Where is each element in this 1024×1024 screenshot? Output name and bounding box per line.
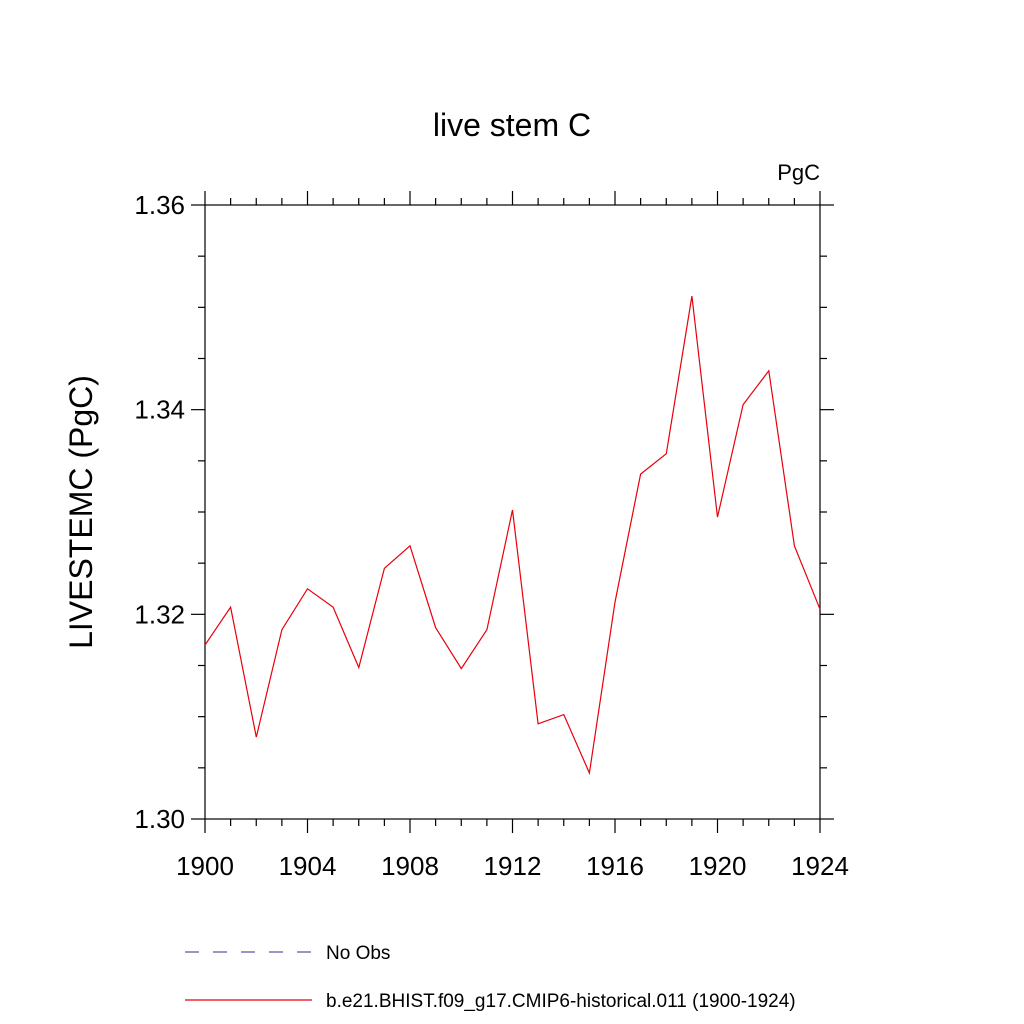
series-line xyxy=(204,296,821,776)
x-tick-label: 1920 xyxy=(689,851,747,881)
y-tick-label: 1.34 xyxy=(134,395,185,425)
y-tick-label: 1.36 xyxy=(134,190,185,220)
y-axis-label: LIVESTEMC (PgC) xyxy=(63,375,99,649)
x-tick-labels: 1900 1904 1908 1912 1916 1920 1924 xyxy=(176,851,849,881)
x-tick-label: 1924 xyxy=(791,851,849,881)
legend-label: b.e21.BHIST.f09_g17.CMIP6-historical.011… xyxy=(326,991,796,1012)
series-layer xyxy=(204,296,821,776)
y-tick-label: 1.30 xyxy=(134,804,185,834)
chart-title: live stem C xyxy=(433,107,591,143)
legend-label: No Obs xyxy=(326,943,390,964)
x-tick-label: 1916 xyxy=(586,851,644,881)
tick-marks xyxy=(191,191,834,833)
legend: No Obs b.e21.BHIST.f09_g17.CMIP6-historic… xyxy=(185,943,796,1012)
units-label: PgC xyxy=(777,160,820,185)
y-tick-labels: 1.30 1.32 1.34 1.36 xyxy=(134,190,185,834)
x-tick-label: 1904 xyxy=(279,851,337,881)
y-tick-label: 1.32 xyxy=(134,599,185,629)
x-tick-label: 1900 xyxy=(176,851,234,881)
x-tick-label: 1912 xyxy=(484,851,542,881)
x-tick-label: 1908 xyxy=(381,851,439,881)
